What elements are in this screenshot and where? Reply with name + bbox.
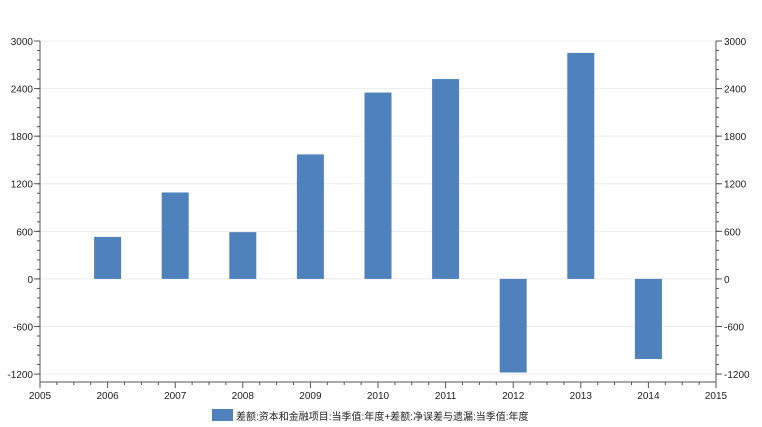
x-tick-label: 2015 [705,391,728,402]
y-axis-left-ticks: 3000 2400 1800 1200 600 0 -600 -1200 [7,37,33,381]
x-tick-label: 2010 [367,391,390,402]
y-axis-right-ticks: 3000 2400 1800 1200 600 0 -600 -1200 [724,37,750,381]
x-axis-ticks: 2005 2006 2007 2008 2009 2010 2011 2012 2013 2014… [29,391,728,402]
bar-2014 [634,278,662,360]
y-tick-label-left: 0 [27,275,33,286]
y-tick-label-right: 2400 [724,85,747,96]
y-tick-label-left: -1200 [7,370,33,381]
x-tick-label: 2006 [96,391,119,402]
bar-2011 [432,79,460,279]
bar-2012 [499,278,527,373]
y-tick-label-left: 1200 [11,180,34,191]
x-tick-label: 2007 [164,391,187,402]
y-tick-label-left: 1800 [11,132,34,143]
y-tick-label-right: 1800 [724,132,747,143]
x-tick-label: 2011 [435,391,457,402]
y-tick-label-right: 0 [724,275,730,286]
bar-2010 [364,92,392,279]
x-tick-label: 2009 [299,391,322,402]
bar-2013 [567,52,595,279]
y-tick-label-right: 600 [724,227,741,238]
bar-2008 [229,232,257,279]
x-tick-label: 2005 [29,391,52,402]
y-tick-label-right: -600 [724,322,744,333]
y-tick-label-right: -1200 [724,370,750,381]
x-tick-label: 2013 [570,391,593,402]
y-tick-label-left: 3000 [11,37,34,48]
bar-series [94,52,662,373]
y-tick-label-left: -600 [13,322,33,333]
bar-2009 [296,154,324,279]
x-tick-label: 2012 [502,391,525,402]
axes [34,40,722,388]
x-tick-label: 2014 [637,391,660,402]
y-tick-label-left: 2400 [11,85,34,96]
legend: 差额:资本和金融项目:当季值:年度+差额:净误差与遗漏:当季值:年度 [212,407,529,423]
x-tick-label: 2008 [232,391,255,402]
legend-label: 差额:资本和金融项目:当季值:年度+差额:净误差与遗漏:当季值:年度 [236,411,529,423]
y-tick-label-right: 1200 [724,180,747,191]
y-tick-label-right: 3000 [724,37,747,48]
bar-2007 [161,192,189,279]
y-tick-label-left: 600 [16,227,33,238]
bar-2006 [94,236,122,279]
legend-swatch [212,409,233,421]
